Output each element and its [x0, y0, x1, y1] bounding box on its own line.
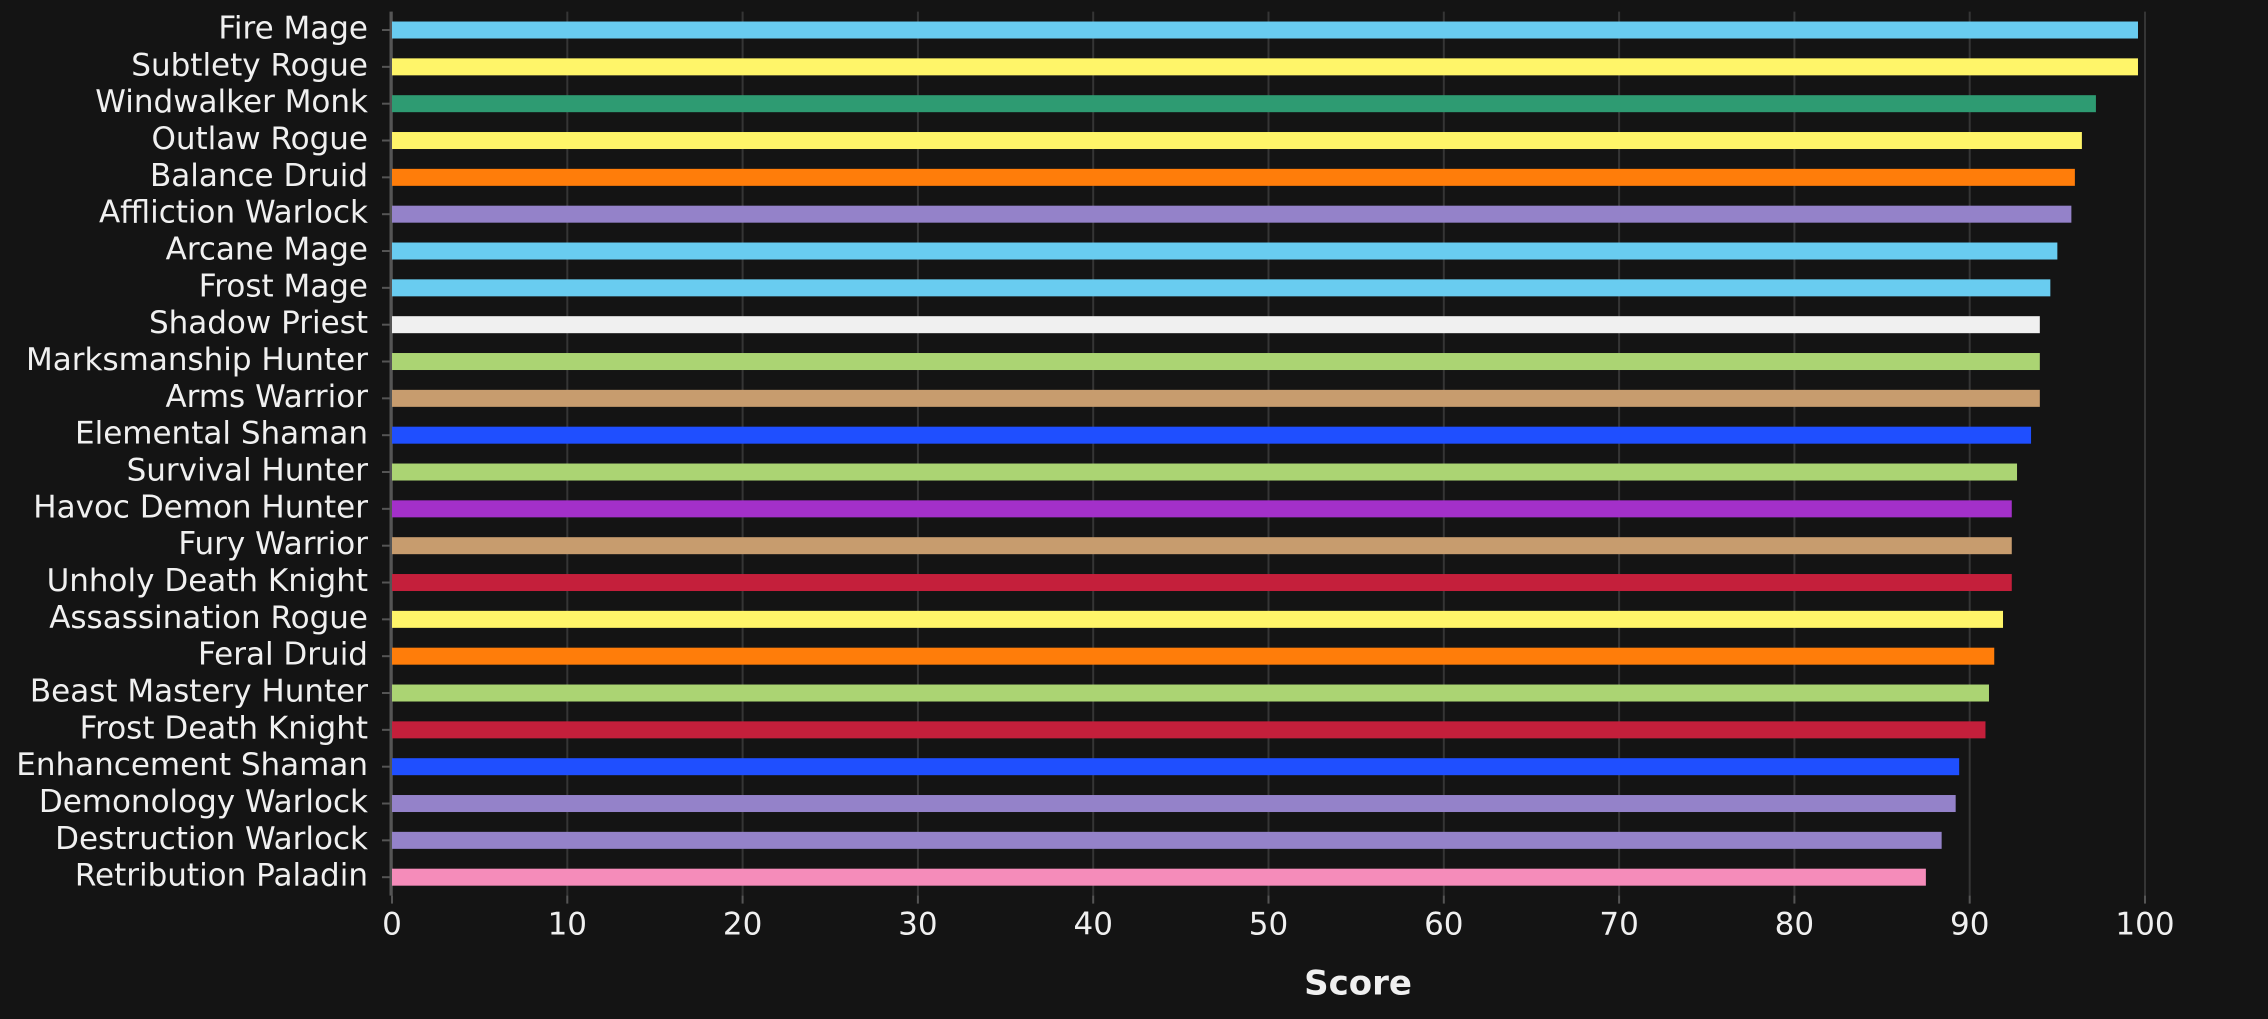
- bar: [392, 21, 2138, 39]
- bar: [392, 58, 2138, 76]
- bar: [392, 758, 1960, 776]
- bar: [392, 831, 1942, 849]
- y-tick-label: Havoc Demon Hunter: [33, 489, 368, 525]
- x-tick-label: 0: [382, 907, 402, 943]
- x-tick-label: 70: [1599, 907, 1638, 943]
- bar: [392, 647, 1995, 665]
- bar: [392, 721, 1986, 739]
- x-tick-label: 100: [2115, 907, 2174, 943]
- x-tick-label: 10: [548, 907, 587, 943]
- x-tick-label: 60: [1424, 907, 1463, 943]
- y-tick-label: Retribution Paladin: [75, 858, 368, 894]
- y-tick-label: Shadow Priest: [149, 305, 368, 341]
- bar: [392, 168, 2075, 186]
- x-tick-label: 90: [1950, 907, 1989, 943]
- y-tick-label: Survival Hunter: [127, 453, 369, 489]
- bar: [392, 95, 2096, 113]
- y-tick-label: Feral Druid: [198, 637, 368, 673]
- y-tick-label: Balance Druid: [150, 158, 368, 194]
- bar: [392, 795, 1956, 813]
- bar: [392, 316, 2040, 334]
- x-axis-label: Score: [1304, 964, 1412, 1004]
- x-tick-label: 40: [1073, 907, 1112, 943]
- y-tick-label: Fury Warrior: [178, 526, 368, 562]
- x-tick-label: 80: [1775, 907, 1814, 943]
- y-tick-label: Demonology Warlock: [39, 784, 368, 820]
- y-tick-label: Destruction Warlock: [55, 821, 368, 857]
- x-tick-label: 30: [898, 907, 937, 943]
- y-tick-label: Subtlety Rogue: [131, 47, 368, 83]
- bar: [392, 389, 2040, 407]
- y-tick-label: Outlaw Rogue: [151, 121, 368, 157]
- bar: [392, 537, 2012, 555]
- y-tick-label: Beast Mastery Hunter: [30, 674, 368, 710]
- y-tick-label: Assassination Rogue: [49, 600, 368, 636]
- y-tick-label: Arcane Mage: [166, 232, 368, 268]
- y-tick-label: Frost Death Knight: [80, 710, 368, 746]
- bar: [392, 868, 1926, 886]
- x-tick-label: 50: [1249, 907, 1288, 943]
- y-tick-label: Elemental Shaman: [75, 416, 368, 452]
- bar: [392, 684, 1989, 702]
- bar: [392, 463, 2018, 481]
- bar: [392, 574, 2012, 592]
- bar: [392, 610, 2004, 628]
- y-tick-label: Arms Warrior: [165, 379, 368, 415]
- y-tick-label: Enhancement Shaman: [16, 747, 368, 783]
- y-tick-label: Windwalker Monk: [95, 84, 368, 120]
- bar: [392, 242, 2058, 260]
- bar: [392, 353, 2040, 371]
- bar: [392, 426, 2032, 444]
- bar: [392, 205, 2072, 223]
- bar: [392, 279, 2051, 297]
- y-tick-label: Fire Mage: [218, 11, 368, 47]
- y-tick-label: Affliction Warlock: [99, 195, 368, 231]
- bar: [392, 500, 2012, 518]
- y-tick-label: Marksmanship Hunter: [26, 342, 368, 378]
- bar: [392, 132, 2082, 150]
- y-tick-label: Unholy Death Knight: [47, 563, 368, 599]
- y-tick-label: Frost Mage: [199, 268, 368, 304]
- x-tick-label: 20: [723, 907, 762, 943]
